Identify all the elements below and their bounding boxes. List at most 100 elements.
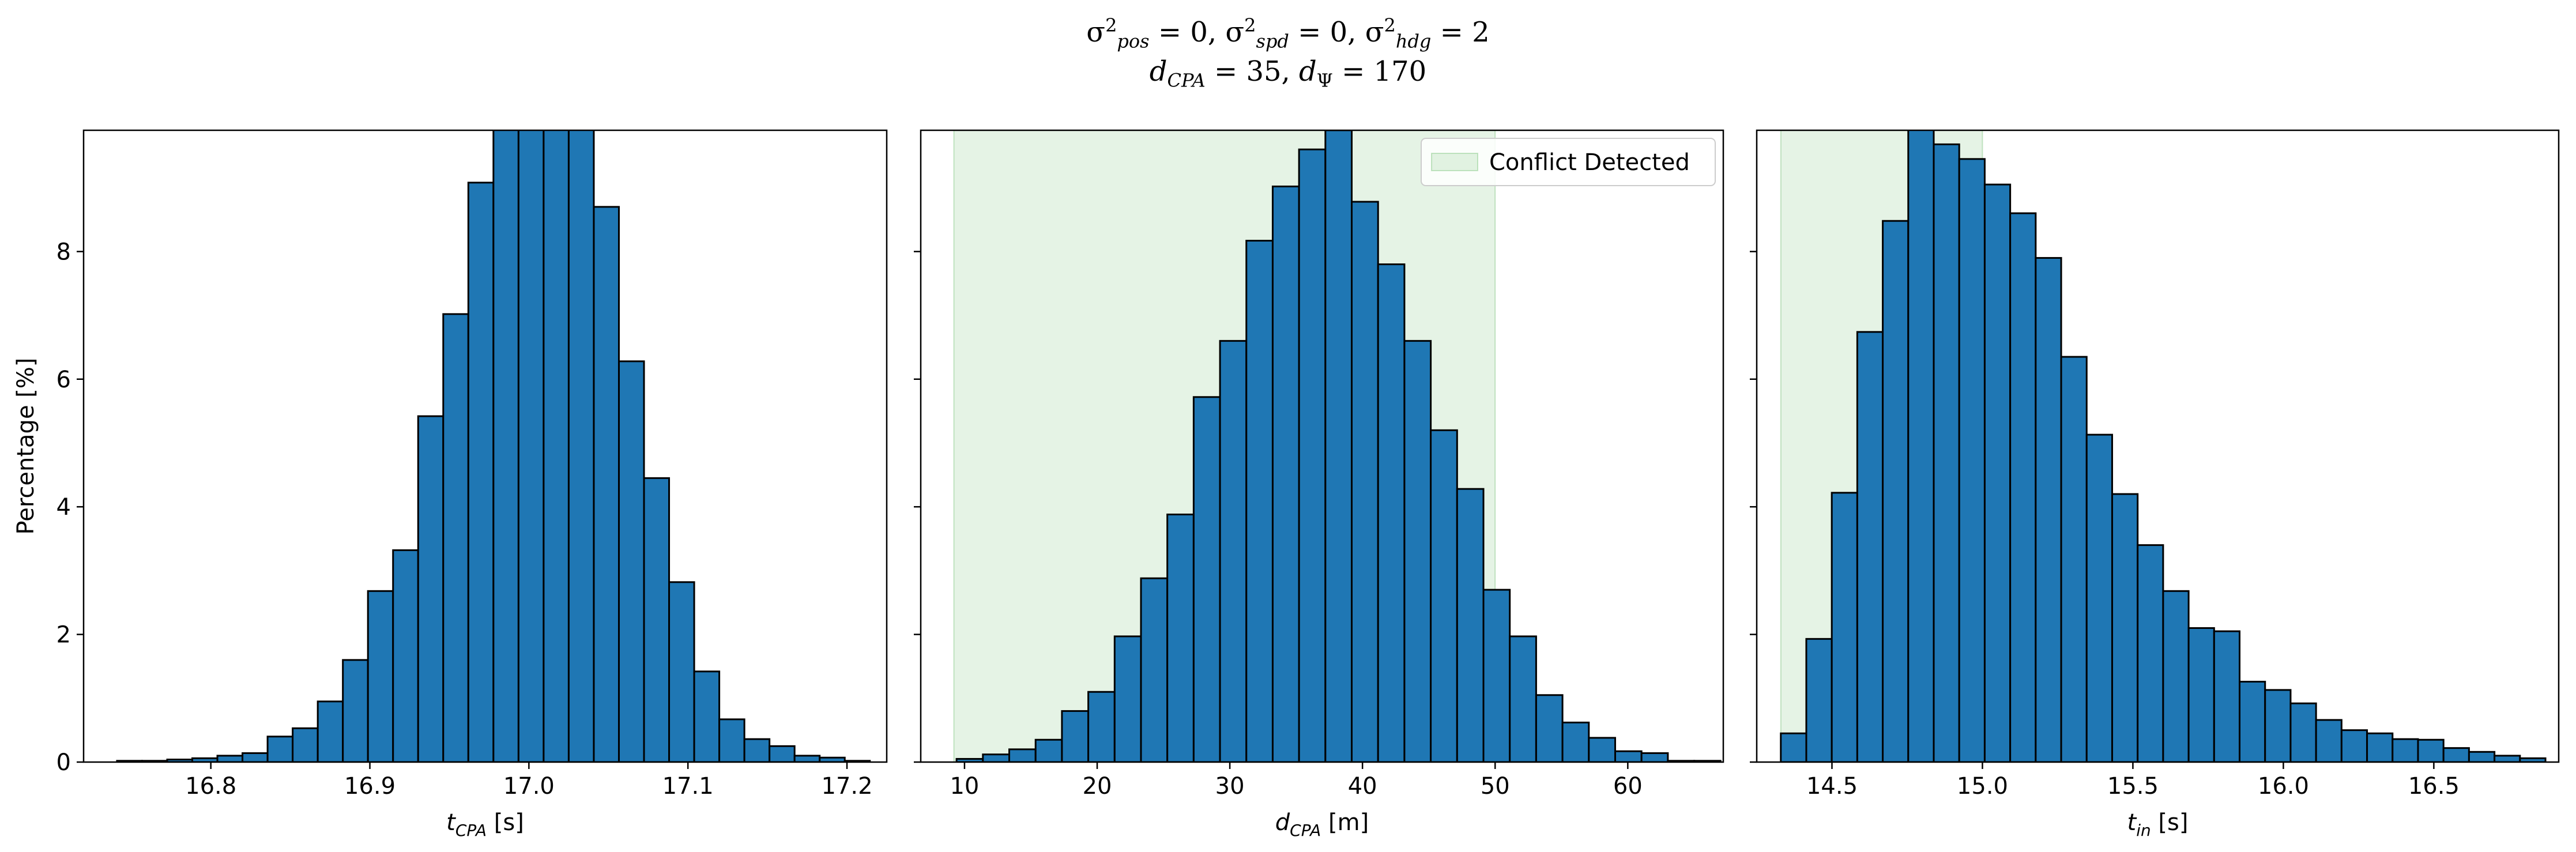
histogram-bar <box>1403 340 1432 762</box>
histogram-bar <box>2264 689 2292 762</box>
x-tick-label: 50 <box>1481 773 1510 800</box>
plot-area <box>1780 130 2547 762</box>
histogram-bar <box>1166 513 1195 762</box>
legend-swatch <box>1431 153 1478 171</box>
x-tick-label: 14.5 <box>1806 773 1858 800</box>
histogram-bar <box>2366 732 2394 762</box>
histogram-bar <box>492 130 519 762</box>
x-tick-label: 30 <box>1215 773 1245 800</box>
y-tick-label: 0 <box>57 749 71 776</box>
histogram-bar <box>1614 750 1643 762</box>
histogram-bar <box>1882 220 1910 762</box>
histogram-bar <box>2289 702 2317 762</box>
histogram-bar <box>1034 738 1063 762</box>
histogram-bar <box>1535 694 1564 762</box>
histogram-bar <box>342 659 369 762</box>
histogram-bar <box>2137 544 2164 762</box>
histogram-bar <box>743 738 771 762</box>
legend-label: Conflict Detected <box>1489 149 1690 176</box>
histogram-bar <box>1140 577 1169 762</box>
x-tick-label: 16.8 <box>185 773 236 800</box>
histogram-bar <box>1482 589 1511 762</box>
x-tick-label: 40 <box>1348 773 1377 800</box>
x-axis-label: dCPA [m] <box>1275 809 1369 840</box>
histogram-bar <box>1377 263 1406 762</box>
histogram-bar <box>1324 130 1353 762</box>
histogram-bar <box>693 670 721 762</box>
histogram-bar <box>1351 201 1379 762</box>
histogram-bar <box>517 130 545 762</box>
axes-frame <box>82 129 888 763</box>
histogram-bar <box>1219 340 1248 762</box>
legend: Conflict Detected <box>1421 138 1716 186</box>
x-tick-label: 16.0 <box>2258 773 2309 800</box>
histogram-bar <box>317 700 344 762</box>
histogram-bar <box>1958 158 1986 762</box>
histogram-bar <box>2315 719 2342 762</box>
histogram-bar <box>1907 130 1935 762</box>
x-tick-label: 17.2 <box>822 773 873 800</box>
histogram-bar <box>242 752 269 762</box>
y-tick-label: 6 <box>57 367 71 393</box>
axes-frame <box>1756 129 2560 763</box>
histogram-bar <box>2060 356 2088 762</box>
histogram-bar <box>567 130 595 762</box>
histogram-bar <box>1298 148 1327 762</box>
histogram-bar <box>2035 257 2062 762</box>
y-tick-label: 2 <box>57 622 71 649</box>
histogram-bar <box>1780 732 1807 762</box>
histogram-bar <box>2162 590 2190 762</box>
histogram-bar <box>1061 710 1090 762</box>
histogram-bar <box>1983 183 2012 762</box>
histogram-bar <box>1113 635 1142 762</box>
histogram-bar <box>2442 747 2470 762</box>
histogram-bar <box>1831 492 1858 762</box>
histogram-bar <box>1640 752 1669 762</box>
histogram-bar <box>1245 240 1274 762</box>
histogram-bar <box>668 581 695 762</box>
histogram-bar <box>2213 630 2241 762</box>
x-tick-label: 15.0 <box>1957 773 2008 800</box>
histogram-panel-1: 16.8 16.9 17.0 17.1 17.2 0 2 4 6 8 tCPA [s] Percent… <box>13 129 888 840</box>
x-tick-label: 15.5 <box>2107 773 2159 800</box>
histogram-bar <box>2340 729 2368 762</box>
histogram-bar <box>593 206 620 762</box>
plot-area <box>953 130 1722 762</box>
histogram-bar <box>1561 721 1590 762</box>
histogram-panel-2: 10 20 30 40 50 60 dCPA [m] Conflict Detected <box>914 129 1724 840</box>
histogram-bar <box>292 727 319 762</box>
histogram-bar <box>718 718 745 762</box>
histogram-bar <box>543 130 570 762</box>
histogram-bar <box>1933 143 1960 762</box>
histogram-bar <box>1087 691 1116 762</box>
histogram-bar <box>442 313 469 762</box>
y-axis-label: Percentage [%] <box>13 358 39 535</box>
histogram-bar <box>1509 635 1537 762</box>
y-tick-label: 8 <box>57 239 71 265</box>
histogram-bar <box>1271 185 1300 762</box>
histogram-bar <box>617 360 645 762</box>
legend-box <box>1421 138 1716 186</box>
x-tick-label: 60 <box>1613 773 1643 800</box>
histogram-bar <box>1856 331 1884 762</box>
histogram-bar <box>367 590 394 762</box>
histogram-bar <box>266 736 294 762</box>
x-tick-label: 20 <box>1083 773 1112 800</box>
histogram-bar <box>467 182 495 762</box>
x-tick-label: 17.1 <box>662 773 714 800</box>
histogram-bar <box>2392 738 2419 762</box>
histogram-bar <box>417 415 445 762</box>
histogram-bar <box>392 549 419 762</box>
x-tick-label: 10 <box>950 773 979 800</box>
figure-title-line-2: dCPA = 35, dΨ = 170 <box>1149 55 1427 92</box>
histogram-bar <box>2085 433 2113 762</box>
histogram-bar <box>769 745 796 762</box>
histogram-bar <box>2111 493 2139 762</box>
histogram-panel-3: 14.5 15.0 15.5 16.0 16.5 tin [s] <box>1750 129 2560 840</box>
histogram-bar <box>982 753 1011 762</box>
histogram-bar <box>1008 748 1037 762</box>
histogram-bar <box>2468 751 2496 762</box>
histogram-bar <box>216 755 244 762</box>
y-tick-label: 4 <box>57 494 71 521</box>
